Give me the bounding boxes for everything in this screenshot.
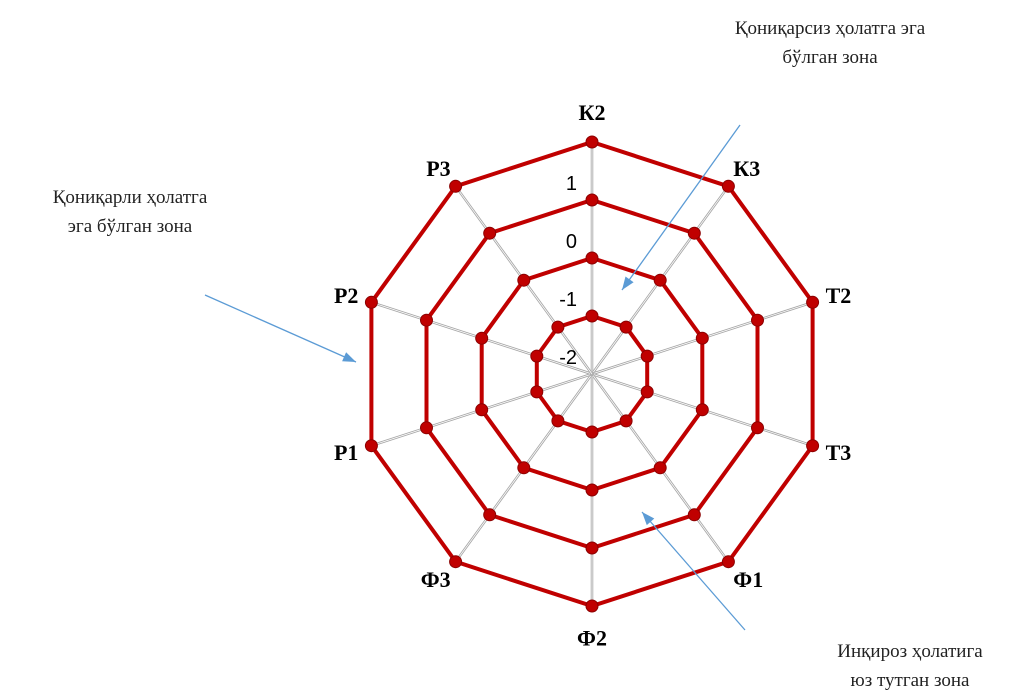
data-point-marker xyxy=(475,403,489,417)
axis-label: Т3 xyxy=(826,440,852,465)
data-point-marker xyxy=(475,331,489,345)
axis-label-layer: К2 К3 Т2 Т3 Ф1 Ф2 Ф3 Р1 Р2 Р3 xyxy=(334,100,851,651)
data-point-marker xyxy=(420,421,433,435)
data-point-marker xyxy=(585,135,599,149)
data-point-marker xyxy=(585,599,599,613)
axis-label: К3 xyxy=(733,156,760,181)
axis-label: Ф2 xyxy=(577,626,607,651)
data-point-marker xyxy=(585,541,599,555)
data-point-marker xyxy=(585,309,599,323)
data-point-marker xyxy=(640,385,654,399)
annotation-arrow-line xyxy=(641,511,746,631)
axis-label: Р3 xyxy=(426,156,450,181)
data-point-marker xyxy=(653,273,667,287)
axis-label: Ф1 xyxy=(733,567,763,592)
data-point-marker xyxy=(806,439,820,453)
data-point-marker xyxy=(585,483,599,497)
annotation-arrow-head xyxy=(622,276,634,290)
data-point-marker xyxy=(364,295,378,309)
axis-label: Ф3 xyxy=(421,567,451,592)
data-point-marker xyxy=(721,179,735,193)
tick-label: 1 xyxy=(566,173,577,195)
data-point-marker xyxy=(517,273,531,287)
data-point-marker xyxy=(751,313,764,327)
tick-layer: -2 -1 0 1 xyxy=(559,173,577,369)
data-point-marker xyxy=(551,414,565,428)
data-point-marker xyxy=(551,320,565,334)
series-layer xyxy=(364,135,820,613)
data-point-marker xyxy=(721,555,735,569)
data-point-marker xyxy=(483,508,497,522)
data-point-marker xyxy=(619,414,633,428)
annotation-arrow-line xyxy=(621,124,741,291)
grid-layer xyxy=(367,138,817,610)
data-point-marker xyxy=(530,385,544,399)
annotation-arrow-head xyxy=(342,352,356,362)
data-point-marker xyxy=(585,425,599,439)
data-point-marker xyxy=(585,251,599,265)
data-point-marker xyxy=(619,320,633,334)
radar-chart: -2 -1 0 1 К2 К3 Т2 Т3 Ф1 Ф2 Ф3 Р1 Р2 Р3 xyxy=(204,100,851,651)
data-point-marker xyxy=(695,403,709,417)
data-point-marker xyxy=(483,226,497,240)
axis-label: Р1 xyxy=(334,440,358,465)
data-point-marker xyxy=(687,508,701,522)
data-point-marker xyxy=(695,331,709,345)
data-point-marker xyxy=(420,313,433,327)
data-point-marker xyxy=(653,461,667,475)
data-point-marker xyxy=(687,226,701,240)
arrow-layer xyxy=(204,124,746,631)
data-point-marker xyxy=(364,439,378,453)
annotation-line: эга бўлган зона xyxy=(67,216,193,237)
annotation-line: юз тутган зона xyxy=(850,670,970,691)
annotation-arrow-line xyxy=(204,294,357,363)
data-point-marker xyxy=(449,555,463,569)
annotation-line: Қониқарсиз ҳолатга эга xyxy=(734,18,926,39)
annotation-line: Инқироз ҳолатига xyxy=(837,641,983,662)
annotation-crisis-zone: Инқироз ҳолатига юз тутган зона xyxy=(790,637,1030,695)
data-point-marker xyxy=(585,193,599,207)
tick-label: -1 xyxy=(559,289,577,311)
axis-label: Р2 xyxy=(334,283,358,308)
annotation-arrow-head xyxy=(642,512,655,526)
annotation-satisfactory-zone: Қониқарли ҳолатга эга бўлган зона xyxy=(0,183,260,241)
data-point-marker xyxy=(530,349,544,363)
tick-label: 0 xyxy=(566,231,577,253)
data-point-marker xyxy=(517,461,531,475)
tick-label: -2 xyxy=(559,347,577,369)
axis-label: К2 xyxy=(579,100,606,125)
annotation-line: бўлган зона xyxy=(782,47,878,68)
annotation-unsatisfactory-zone: Қониқарсиз ҳолатга эга бўлган зона xyxy=(660,14,1000,72)
data-point-marker xyxy=(751,421,764,435)
data-point-marker xyxy=(806,295,820,309)
data-point-marker xyxy=(449,179,463,193)
annotation-line: Қониқарли ҳолатга xyxy=(52,187,208,208)
data-point-marker xyxy=(640,349,654,363)
axis-label: Т2 xyxy=(826,283,852,308)
